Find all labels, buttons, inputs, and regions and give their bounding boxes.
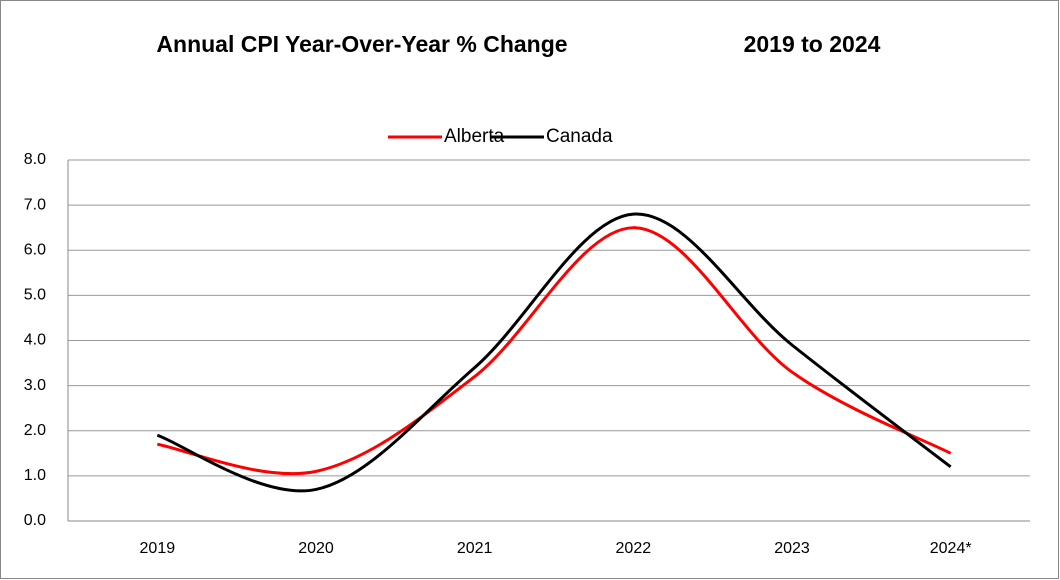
y-tick-label: 2.0: [24, 422, 46, 439]
legend-label: Canada: [546, 126, 613, 147]
y-tick-label: 0.0: [24, 512, 46, 529]
legend-label: Alberta: [444, 126, 505, 147]
line-series: [157, 226, 952, 476]
x-tick-label: 2021: [457, 540, 493, 557]
y-tick-label: 5.0: [24, 287, 46, 304]
y-tick-label: 3.0: [24, 377, 46, 394]
x-tick-label: 2022: [616, 540, 652, 557]
chart-subtitle: 2019 to 2024: [744, 31, 881, 57]
y-tick-label: 6.0: [24, 241, 46, 258]
x-tick-label: 2019: [140, 540, 176, 557]
y-tick-label: 4.0: [24, 332, 46, 349]
y-tick-label: 1.0: [24, 467, 46, 484]
line-series: [156, 212, 952, 493]
y-tick-label: 7.0: [24, 196, 46, 213]
chart-title: Annual CPI Year-Over-Year % Change: [156, 31, 567, 57]
x-tick-label: 2024*: [930, 540, 972, 557]
x-tick-label: 2020: [298, 540, 334, 557]
x-tick-label: 2023: [774, 540, 810, 557]
y-tick-label: 8.0: [24, 151, 46, 168]
